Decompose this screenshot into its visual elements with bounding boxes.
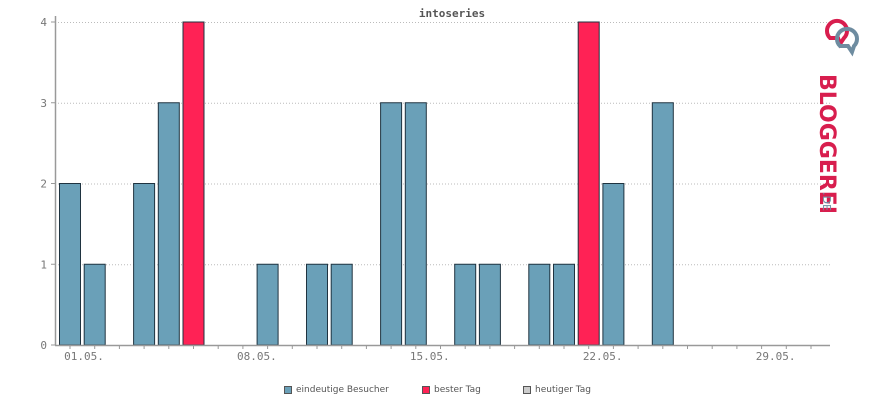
bar bbox=[380, 102, 403, 346]
bar bbox=[83, 263, 106, 346]
bar-best-day bbox=[577, 21, 600, 346]
y-tick-label: 4 bbox=[40, 16, 47, 29]
legend-item-visitors: eindeutige Besucher bbox=[284, 385, 389, 395]
legend-label-best-day: bester Tag bbox=[434, 385, 481, 395]
legend-item-best-day: bester Tag bbox=[422, 385, 481, 395]
x-tick-label: 15.05. bbox=[410, 350, 450, 363]
bar bbox=[256, 263, 279, 346]
y-axis-ticks: 0 1 2 3 4 bbox=[40, 16, 55, 352]
logo-bubble-red bbox=[825, 18, 849, 49]
bar bbox=[59, 183, 81, 346]
bar bbox=[330, 263, 353, 346]
logo-wordmark: BLOGGEREI bbox=[814, 74, 839, 214]
y-tick-label: 1 bbox=[40, 258, 47, 271]
legend-swatch-best-day bbox=[422, 386, 430, 394]
y-tick-label: 3 bbox=[40, 97, 47, 110]
y-tick-label: 0 bbox=[40, 339, 47, 352]
bloggerei-logo: BLOGGEREI .DE bbox=[806, 16, 864, 216]
x-tick-label: 01.05. bbox=[64, 350, 104, 363]
bar bbox=[157, 102, 180, 346]
bar bbox=[454, 263, 477, 346]
x-tick-label: 22.05. bbox=[583, 350, 623, 363]
bar bbox=[133, 183, 156, 346]
bar bbox=[651, 102, 674, 346]
logo-bubble-blue bbox=[835, 26, 859, 57]
legend-swatch-visitors bbox=[284, 386, 292, 394]
y-tick-label: 2 bbox=[40, 178, 47, 191]
bar bbox=[404, 102, 427, 346]
chart-title: intoseries bbox=[419, 7, 485, 20]
legend-label-visitors: eindeutige Besucher bbox=[296, 385, 389, 395]
x-tick-label: 29.05. bbox=[756, 350, 796, 363]
bar bbox=[306, 263, 328, 346]
legend-label-today: heutiger Tag bbox=[535, 385, 592, 395]
bars-group bbox=[59, 21, 674, 346]
bar bbox=[478, 263, 501, 346]
axes bbox=[54, 16, 830, 347]
bar-best-day bbox=[182, 21, 205, 346]
x-tick-label: 08.05. bbox=[237, 350, 277, 363]
x-axis-ticks: 01.05. 08.05. 15.05. 22.05. 29.05. bbox=[64, 345, 812, 363]
chart-legend: eindeutige Besucher bester Tag heutiger … bbox=[0, 385, 870, 399]
logo-suffix: .DE bbox=[820, 192, 833, 211]
legend-swatch-today bbox=[523, 386, 531, 394]
bar bbox=[602, 183, 625, 346]
bar bbox=[553, 263, 575, 346]
legend-item-today: heutiger Tag bbox=[523, 385, 591, 395]
bloggerei-logo-graphic: BLOGGEREI .DE bbox=[814, 18, 859, 214]
bar bbox=[528, 263, 551, 346]
